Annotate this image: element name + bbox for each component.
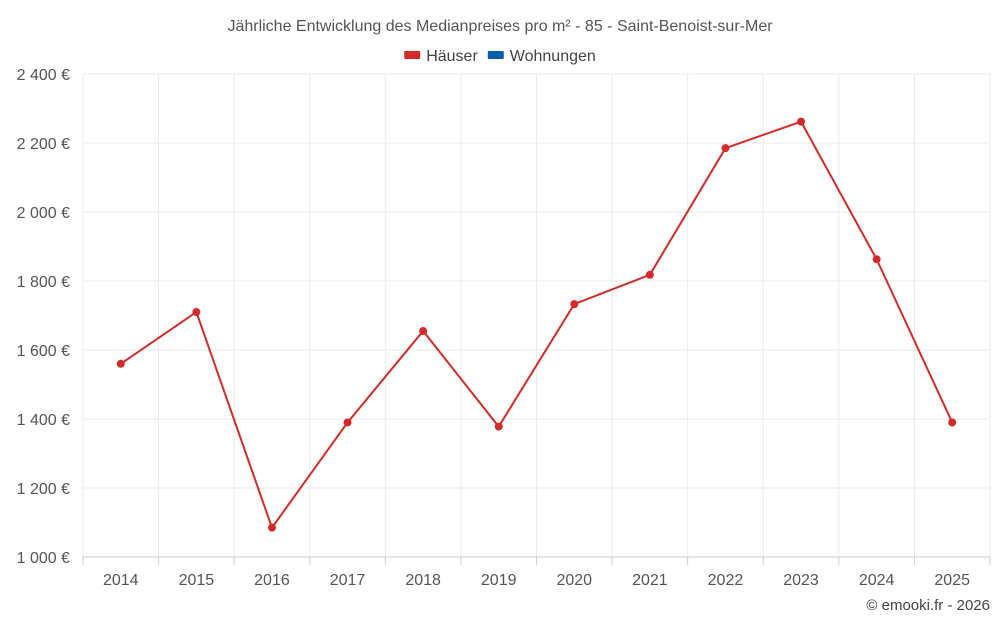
data-point[interactable] (570, 300, 579, 309)
series-line-häuser (120, 120, 954, 530)
x-tick-label: 2014 (103, 572, 139, 589)
legend-swatch (404, 51, 421, 59)
data-point[interactable] (494, 422, 503, 431)
y-tick-label: 1 200 € (17, 481, 70, 498)
data-point[interactable] (419, 327, 428, 336)
x-tick-label: 2025 (934, 572, 970, 589)
x-tick-label: 2016 (254, 572, 290, 589)
legend[interactable]: Häuser Wohnungen (404, 48, 596, 65)
x-tick-label: 2021 (632, 572, 668, 589)
y-tick-label: 1 400 € (17, 412, 70, 429)
legend-item-wohnungen[interactable]: Wohnungen (487, 48, 596, 65)
x-axis: 2014 2015 2016 2017 2018 2019 2020 2021 2022 2023… (82, 557, 991, 589)
series-layer (116, 117, 957, 532)
data-point[interactable] (116, 359, 125, 368)
x-tick-label: 2018 (405, 572, 441, 589)
legend-swatch (487, 51, 504, 59)
x-tick-label: 2019 (481, 572, 517, 589)
x-tick-label: 2015 (179, 572, 215, 589)
x-tick-label: 2024 (859, 572, 895, 589)
grid (82, 73, 991, 558)
legend-item-häuser[interactable]: Häuser (404, 48, 478, 65)
y-tick-label: 1 800 € (17, 274, 70, 291)
data-point[interactable] (721, 144, 730, 153)
x-tick-label: 2022 (708, 572, 744, 589)
x-tick-label: 2017 (330, 572, 366, 589)
y-tick-label: 2 000 € (17, 205, 70, 222)
y-tick-label: 1 600 € (17, 343, 70, 360)
data-point[interactable] (797, 117, 806, 126)
y-axis: 1 000 € 1 200 € 1 400 € 1 600 € 1 800 € 2 000… (17, 67, 70, 567)
data-point[interactable] (343, 418, 352, 427)
data-point[interactable] (267, 523, 276, 532)
y-tick-label: 1 000 € (17, 550, 70, 567)
x-tick-label: 2023 (783, 572, 819, 589)
legend-label: Wohnungen (510, 48, 596, 65)
data-point[interactable] (192, 308, 201, 317)
credit: © emooki.fr - 2026 (866, 597, 990, 614)
data-point[interactable] (645, 270, 654, 279)
y-tick-label: 2 400 € (17, 67, 70, 84)
data-point[interactable] (872, 255, 881, 264)
legend-label: Häuser (426, 48, 478, 65)
y-tick-label: 2 200 € (17, 136, 70, 153)
chart-title: Jährliche Entwicklung des Medianpreises … (227, 18, 773, 35)
x-tick-label: 2020 (556, 572, 592, 589)
data-point[interactable] (948, 418, 957, 427)
